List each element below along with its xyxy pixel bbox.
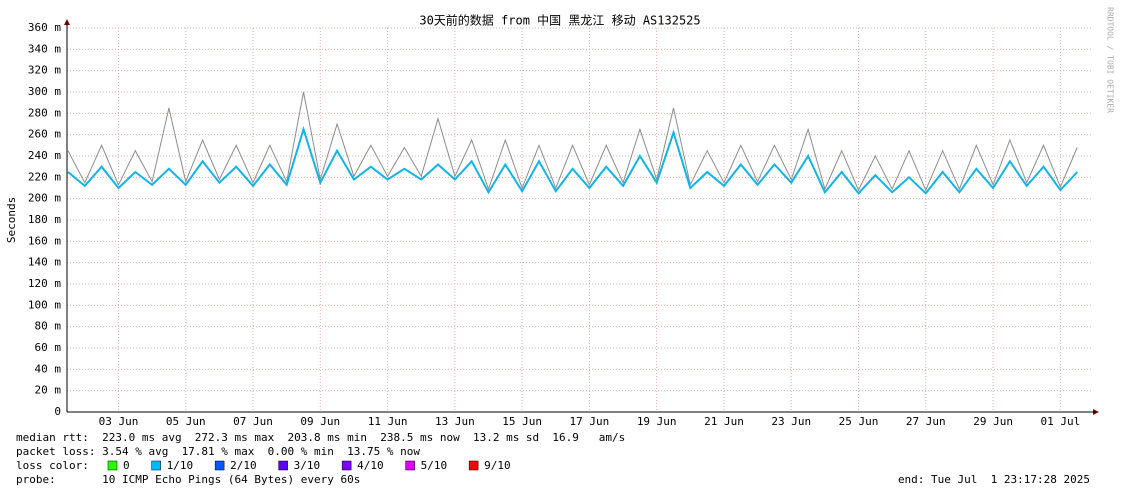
series-line [67,91,1078,192]
side-text: RRDTOOL / TOBI OETIKER [1106,7,1115,113]
y-tick-label: 320 m [28,64,61,77]
y-tick-label: 220 m [28,170,61,183]
legend-swatch [107,460,118,471]
y-tick-label: 0 [54,405,61,418]
x-tick-label: 27 Jun [906,415,946,428]
y-tick-label: 260 m [28,128,61,141]
y-tick-label: 40 m [35,362,62,375]
y-tick-label: 180 m [28,213,61,226]
y-tick-label: 20 m [35,384,62,397]
y-tick-label: 340 m [28,42,61,55]
legend-swatch [151,460,161,471]
x-tick-label: 15 Jun [502,415,542,428]
y-tick-label: 160 m [28,234,61,247]
probe-text: probe: 10 ICMP Echo Pings (64 Bytes) eve… [16,473,360,486]
legend-label: 9/10 [484,459,511,472]
y-tick-label: 100 m [28,298,61,311]
x-tick-label: 01 Jul [1040,415,1080,428]
legend-swatch [278,460,288,471]
y-tick-label: 360 m [28,21,61,34]
x-tick-label: 21 Jun [704,415,744,428]
legend-label: 0 [123,459,130,472]
legend-label: 1/10 [167,459,194,472]
x-tick-label: 23 Jun [771,415,811,428]
y-axis-label: Seconds [5,197,18,243]
y-tick-label: 140 m [28,256,61,269]
legend-label: 4/10 [357,459,384,472]
chart-title: 30天前的数据 from 中国 黑龙江 移动 AS132525 [419,13,700,28]
legend-label: 2/10 [230,459,257,472]
legend-swatch [214,460,225,471]
x-tick-label: 11 Jun [368,415,408,428]
x-tick-label: 03 Jun [99,415,139,428]
series-line [67,125,1078,195]
end-text: end: Tue Jul 1 23:17:28 2025 [898,473,1090,486]
x-tick-label: 09 Jun [300,415,340,428]
x-tick-label: 29 Jun [973,415,1013,428]
legend-swatch [405,460,415,471]
x-tick-label: 07 Jun [233,415,273,428]
x-tick-label: 13 Jun [435,415,475,428]
x-tick-label: 19 Jun [637,415,677,428]
y-tick-label: 60 m [35,341,62,354]
stats-line: packet loss: 3.54 % avg 17.81 % max 0.00… [16,445,420,458]
y-tick-label: 120 m [28,277,61,290]
legend-swatch [468,460,479,471]
y-tick-label: 200 m [28,192,61,205]
x-tick-label: 05 Jun [166,415,206,428]
legend-label: 5/10 [421,459,448,472]
y-tick-label: 240 m [28,149,61,162]
legend-swatch [341,460,352,471]
legend-label: 3/10 [294,459,321,472]
x-tick-label: 17 Jun [570,415,610,428]
stats-line: median rtt: 223.0 ms avg 272.3 ms max 20… [16,431,625,444]
y-tick-label: 300 m [28,85,61,98]
y-tick-label: 80 m [35,320,62,333]
x-tick-label: 25 Jun [839,415,879,428]
loss-legend-title: loss color: [16,459,89,472]
y-tick-label: 280 m [28,106,61,119]
